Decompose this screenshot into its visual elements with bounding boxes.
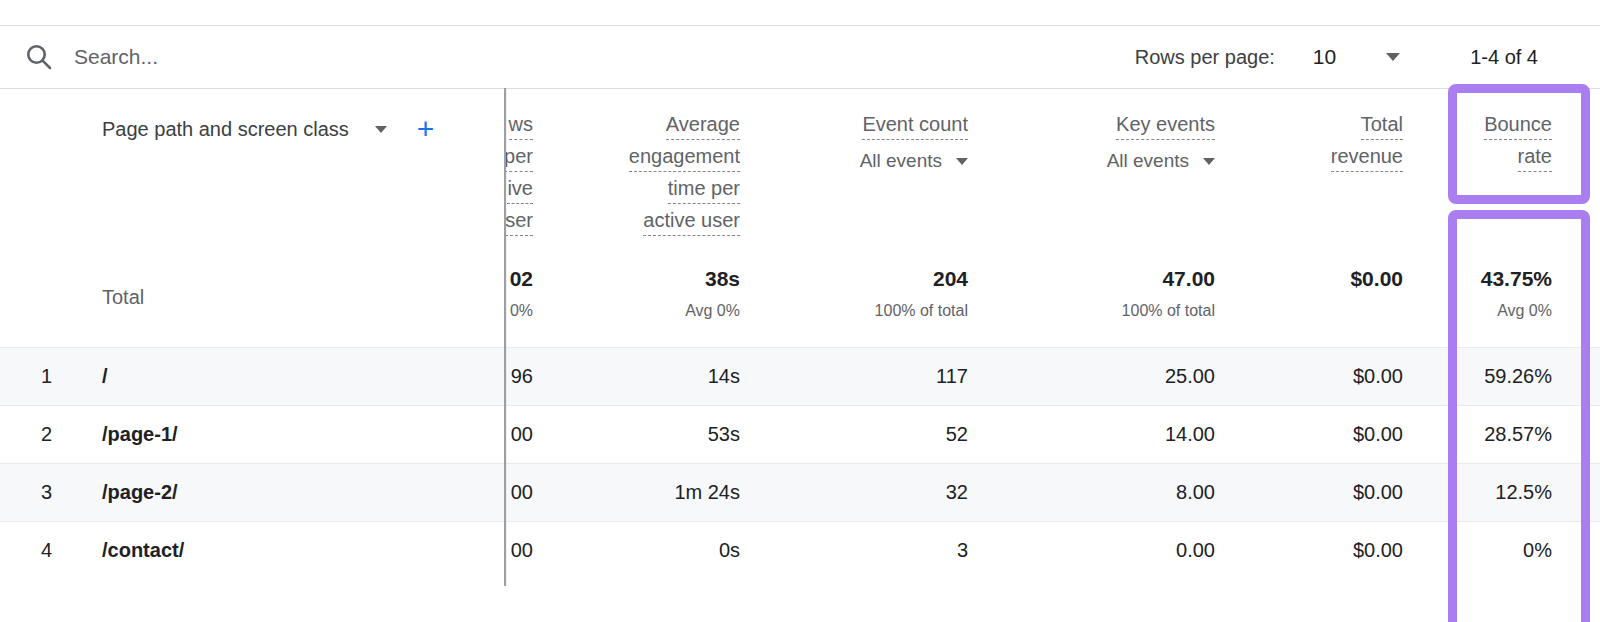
totals-key-events-value: 47.00 xyxy=(1162,266,1215,292)
key-events-filter-caret-icon[interactable] xyxy=(1203,158,1215,165)
totals-clipped-cell: 02 0% xyxy=(510,266,533,320)
total-revenue-cell: $0.00 xyxy=(1353,464,1403,521)
avg-engagement-header[interactable]: Average engagement time per active user xyxy=(629,112,740,240)
event-count-filter-label[interactable]: All events xyxy=(860,150,942,172)
totals-event-count-cell: 204 100% of total xyxy=(875,266,968,320)
event-count-filter-caret-icon[interactable] xyxy=(956,158,968,165)
clipped-views-cell: 00 xyxy=(511,464,533,521)
avg-engagement-header-line: active user xyxy=(643,208,740,236)
page-path-cell: /page-1/ xyxy=(102,406,178,463)
bounce-rate-cell: 59.26% xyxy=(1484,348,1552,405)
totals-key-events-sub: 100% of total xyxy=(1122,302,1215,320)
total-revenue-cell: $0.00 xyxy=(1353,522,1403,579)
totals-event-count-value: 204 xyxy=(933,266,968,292)
total-revenue-cell: $0.00 xyxy=(1353,406,1403,463)
totals-bounce-rate-sub: Avg 0% xyxy=(1497,302,1552,320)
bounce-rate-header[interactable]: Bounce rate xyxy=(1484,112,1552,176)
row-index: 2 xyxy=(36,406,52,463)
event-count-header[interactable]: Event count All events xyxy=(860,112,968,172)
row-index: 1 xyxy=(36,348,52,405)
total-revenue-cell: $0.00 xyxy=(1353,348,1403,405)
key-events-filter[interactable]: All events xyxy=(1107,150,1215,172)
bounce-rate-cell: 28.57% xyxy=(1484,406,1552,463)
rows-per-page-caret-icon[interactable] xyxy=(1386,53,1400,61)
key-events-header[interactable]: Key events All events xyxy=(1107,112,1215,172)
search-icon xyxy=(24,42,54,72)
row-index: 4 xyxy=(36,522,52,579)
key-events-filter-label[interactable]: All events xyxy=(1107,150,1189,172)
totals-revenue-cell: $0.00 xyxy=(1350,266,1403,292)
pagination-controls: Rows per page: 10 1-4 of 4 xyxy=(1135,26,1538,88)
totals-avg-engagement-sub: Avg 0% xyxy=(685,302,740,320)
event-count-cell: 32 xyxy=(946,464,968,521)
pagination-range: 1-4 of 4 xyxy=(1470,46,1538,69)
total-revenue-header-line: revenue xyxy=(1331,144,1403,172)
dimension-caret-icon[interactable] xyxy=(375,126,387,133)
search-bar xyxy=(24,26,496,88)
key-events-cell: 25.00 xyxy=(1165,348,1215,405)
bounce-rate-cell: 0% xyxy=(1523,522,1552,579)
rows-per-page-select[interactable]: 10 xyxy=(1313,45,1336,69)
clipped-header-line: ser xyxy=(505,208,533,236)
totals-clipped-value: 02 xyxy=(510,266,533,292)
bounce-rate-header-line: rate xyxy=(1518,144,1552,172)
key-events-cell: 14.00 xyxy=(1165,406,1215,463)
page-path-cell: /page-2/ xyxy=(102,464,178,521)
analytics-table-page: Rows per page: 10 1-4 of 4 Page path and… xyxy=(0,0,1600,622)
totals-label: Total xyxy=(102,286,144,309)
event-count-filter[interactable]: All events xyxy=(860,150,968,172)
avg-engagement-header-line: Average xyxy=(666,112,740,140)
totals-revenue-value: $0.00 xyxy=(1350,266,1403,292)
totals-bounce-rate-value: 43.75% xyxy=(1481,266,1552,292)
avg-engagement-cell: 1m 24s xyxy=(674,464,740,521)
totals-avg-engagement-cell: 38s Avg 0% xyxy=(685,266,740,320)
table-row: 1 / 96 14s 117 25.00 $0.00 59.26% xyxy=(0,347,1600,405)
clipped-views-cell: 00 xyxy=(511,406,533,463)
clipped-header-line: ws xyxy=(509,112,533,140)
event-count-header-label[interactable]: Event count xyxy=(862,112,968,140)
avg-engagement-cell: 0s xyxy=(719,522,740,579)
clipped-header-line: ive xyxy=(507,176,533,204)
key-events-cell: 0.00 xyxy=(1176,522,1215,579)
event-count-cell: 117 xyxy=(936,348,968,405)
dimension-header[interactable]: Page path and screen class + xyxy=(102,116,434,142)
key-events-header-label[interactable]: Key events xyxy=(1116,112,1215,140)
key-events-cell: 8.00 xyxy=(1176,464,1215,521)
page-path-cell: /contact/ xyxy=(102,522,184,579)
bounce-rate-cell: 12.5% xyxy=(1495,464,1552,521)
table-row: 4 /contact/ 00 0s 3 0.00 $0.00 0% xyxy=(0,521,1600,579)
row-index: 3 xyxy=(36,464,52,521)
bounce-rate-header-line: Bounce xyxy=(1484,112,1552,140)
table-row: 2 /page-1/ 00 53s 52 14.00 $0.00 28.57% xyxy=(0,405,1600,463)
avg-engagement-cell: 14s xyxy=(708,348,740,405)
totals-clipped-sub: 0% xyxy=(510,302,533,320)
clipped-header-line: per xyxy=(504,144,533,172)
add-dimension-button[interactable]: + xyxy=(417,116,435,142)
page-path-cell: / xyxy=(102,348,108,405)
event-count-cell: 52 xyxy=(946,406,968,463)
dimension-header-label[interactable]: Page path and screen class xyxy=(102,118,349,141)
clipped-views-cell: 96 xyxy=(511,348,533,405)
clipped-column-header[interactable]: ws per ive ser xyxy=(504,112,533,240)
avg-engagement-header-line: time per xyxy=(668,176,740,204)
totals-row: Total 02 0% 38s Avg 0% 204 100% of total… xyxy=(0,250,1600,347)
totals-bounce-rate-cell: 43.75% Avg 0% xyxy=(1481,266,1552,320)
total-revenue-header-line: Total xyxy=(1361,112,1403,140)
totals-event-count-sub: 100% of total xyxy=(875,302,968,320)
search-input[interactable] xyxy=(72,44,496,70)
avg-engagement-header-line: engagement xyxy=(629,144,740,172)
totals-key-events-cell: 47.00 100% of total xyxy=(1122,266,1215,320)
pane-divider xyxy=(504,88,506,586)
totals-avg-engagement-value: 38s xyxy=(705,266,740,292)
table-header-row: Page path and screen class + ws per ive … xyxy=(0,88,1600,250)
avg-engagement-cell: 53s xyxy=(708,406,740,463)
table-row: 3 /page-2/ 00 1m 24s 32 8.00 $0.00 12.5% xyxy=(0,463,1600,521)
event-count-cell: 3 xyxy=(957,522,968,579)
clipped-views-cell: 00 xyxy=(511,522,533,579)
rows-per-page-label: Rows per page: xyxy=(1135,46,1275,69)
total-revenue-header[interactable]: Total revenue xyxy=(1331,112,1403,176)
table-body: 1 / 96 14s 117 25.00 $0.00 59.26% 2 /pag… xyxy=(0,347,1600,579)
